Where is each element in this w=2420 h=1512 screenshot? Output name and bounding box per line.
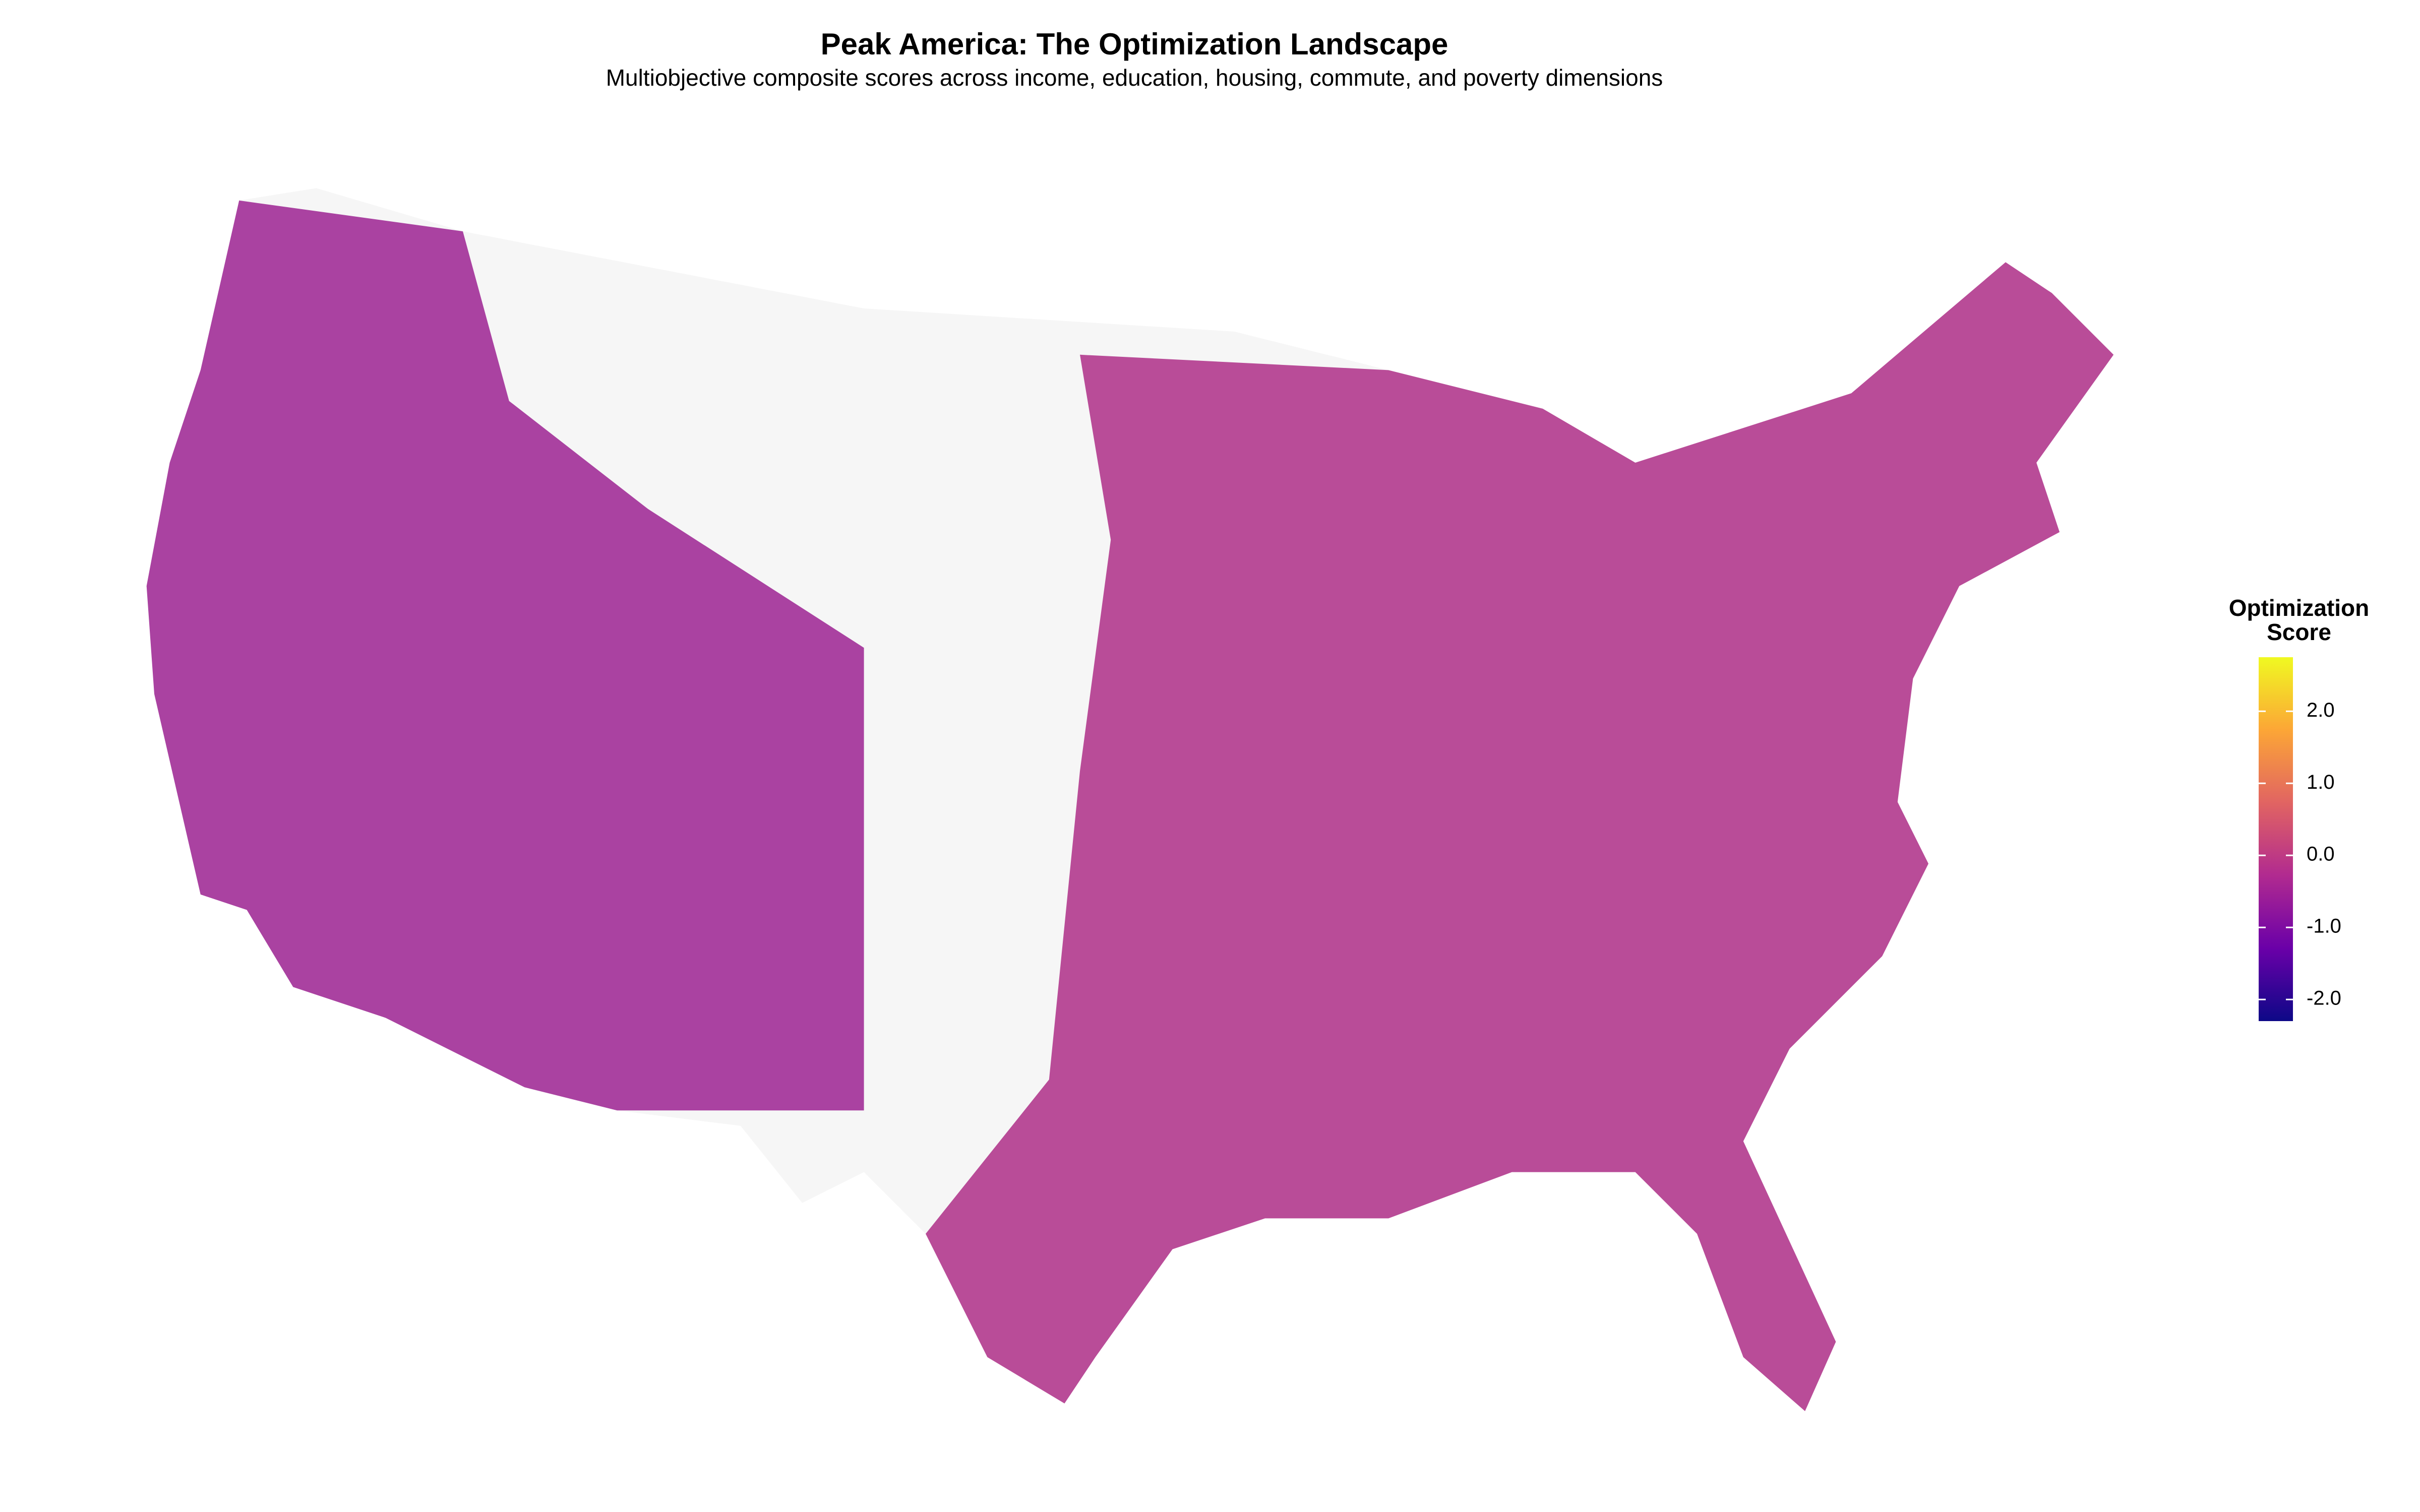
- colorbar-tick-label: -1.0: [2307, 915, 2341, 937]
- colorbar-tick-label: 2.0: [2307, 699, 2335, 721]
- counties-west: [146, 200, 864, 1111]
- colorbar-tick-label: 1.0: [2307, 771, 2335, 793]
- colorbar: [2259, 657, 2293, 1021]
- map: [146, 188, 2114, 1411]
- title: Peak America: The Optimization Landscape: [821, 27, 1448, 61]
- legend-title: Optimization: [2229, 595, 2370, 621]
- counties-east: [926, 262, 2114, 1411]
- legend-title: Score: [2267, 619, 2331, 645]
- colorbar-tick-label: 0.0: [2307, 843, 2335, 865]
- subtitle: Multiobjective composite scores across i…: [606, 65, 1663, 91]
- colorbar-tick-label: -2.0: [2307, 987, 2341, 1010]
